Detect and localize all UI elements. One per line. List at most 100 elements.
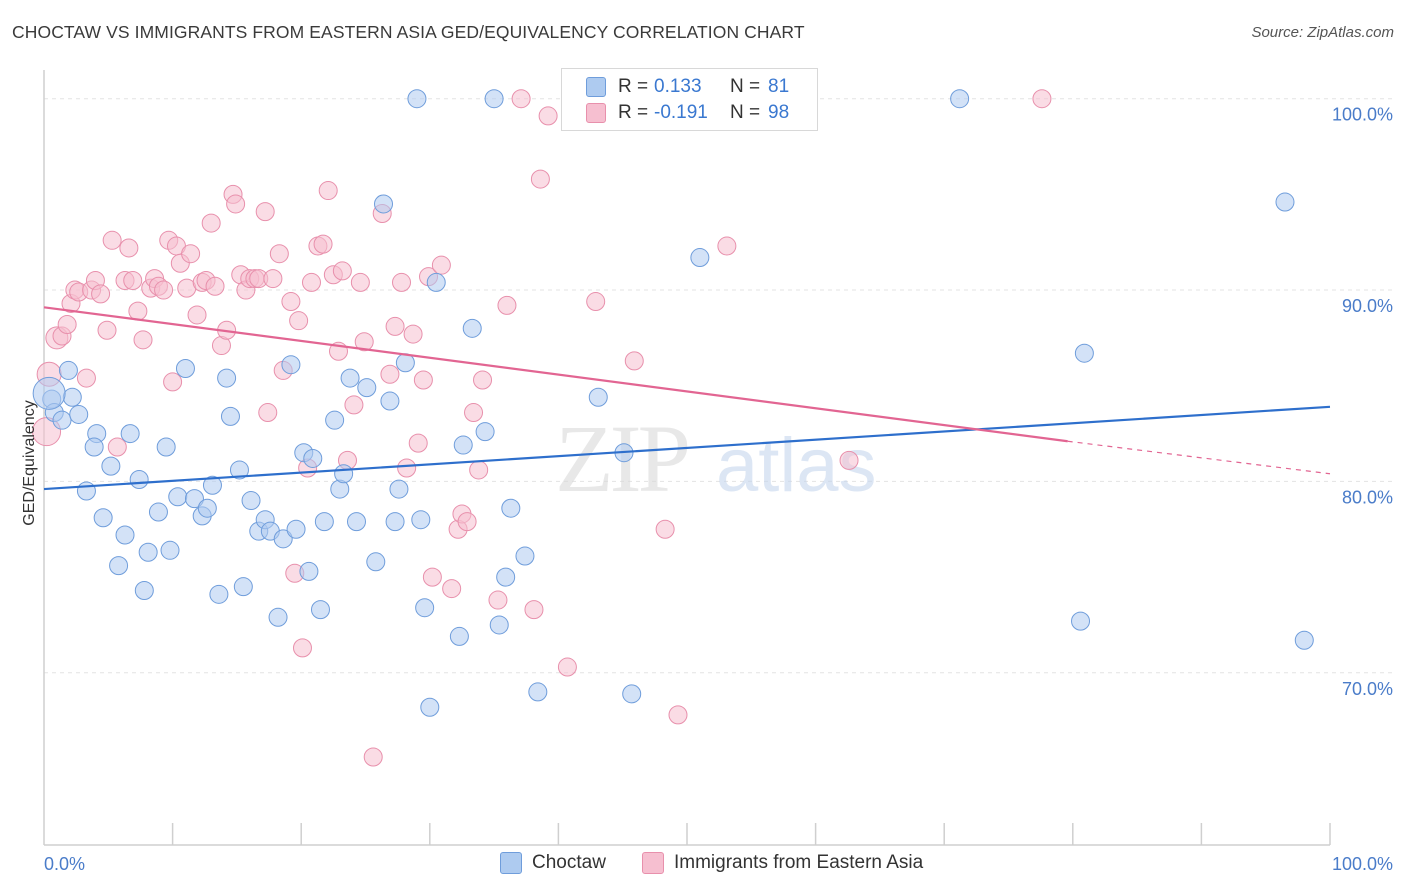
point-choctaw [415,598,435,618]
point-immigrants [187,305,207,325]
point-choctaw [407,89,427,109]
point-choctaw [148,502,168,522]
point-immigrants [530,169,550,189]
point-choctaw [366,552,386,572]
point-choctaw [1294,630,1314,650]
trend-line-choctaw [43,405,1331,491]
point-immigrants [76,368,96,388]
point-choctaw [268,607,288,627]
point-choctaw [528,682,548,702]
legend-n-value: 98 [768,102,790,123]
legend-swatch-immigrants [586,103,606,123]
point-choctaw [32,376,66,410]
point-immigrants [668,705,688,725]
point-choctaw [229,460,249,480]
point-immigrants [332,261,352,281]
point-choctaw [515,546,535,566]
legend-n-value: 81 [768,76,790,97]
point-choctaw [134,580,154,600]
point-immigrants [469,460,489,480]
point-choctaw [62,387,82,407]
point-immigrants [380,364,400,384]
point-immigrants [397,458,417,478]
point-immigrants [128,301,148,321]
point-immigrants [258,403,278,423]
bottom-legend-immigrants[interactable]: Immigrants from Eastern Asia [642,852,923,874]
point-immigrants [255,202,275,222]
y-tick-label: 90.0% [1342,296,1393,316]
point-immigrants [403,324,423,344]
point-choctaw [622,684,642,704]
point-immigrants [119,238,139,258]
bottom-legend-swatch-choctaw [500,852,522,874]
legend-r-value: -0.191 [654,102,708,123]
point-immigrants [350,272,370,292]
point-immigrants [301,272,321,292]
point-choctaw [58,360,78,380]
point-immigrants [524,600,544,620]
point-choctaw [334,464,354,484]
point-immigrants [163,372,183,392]
point-choctaw [475,422,495,442]
point-choctaw [1071,611,1091,631]
point-choctaw [184,489,204,509]
point-choctaw [489,615,509,635]
point-choctaw [449,626,469,646]
point-choctaw [1074,343,1094,363]
point-choctaw [129,470,149,490]
point-immigrants [154,280,174,300]
point-immigrants [292,638,312,658]
x-tick-label-max: 100.0% [1332,854,1393,874]
point-choctaw [380,391,400,411]
point-choctaw [202,475,222,495]
point-immigrants [839,450,859,470]
point-immigrants [354,332,374,352]
point-choctaw [209,584,229,604]
point-choctaw [233,577,253,597]
bottom-legend-label: Immigrants from Eastern Asia [674,852,924,873]
point-choctaw [84,437,104,457]
point-immigrants [133,330,153,350]
point-choctaw [453,435,473,455]
point-immigrants [1032,89,1052,109]
point-immigrants [624,351,644,371]
bottom-legend-choctaw[interactable]: Choctaw [500,852,606,874]
point-immigrants [717,236,737,256]
chart-source: Source: ZipAtlas.com [1251,24,1394,41]
point-choctaw [299,561,319,581]
point-choctaw [69,404,89,424]
point-choctaw [109,556,129,576]
point-immigrants [422,567,442,587]
point-immigrants [385,316,405,336]
point-immigrants [557,657,577,677]
point-immigrants [226,194,246,214]
chart-title: CHOCTAW VS IMMIGRANTS FROM EASTERN ASIA … [12,22,805,42]
point-choctaw [420,697,440,717]
y-tick-label: 100.0% [1332,105,1393,125]
point-immigrants [313,234,333,254]
point-choctaw [426,272,446,292]
point-immigrants [473,370,493,390]
point-immigrants [413,370,433,390]
point-choctaw [241,491,261,511]
point-immigrants [107,437,127,457]
point-immigrants [431,255,451,275]
point-choctaw [93,508,113,528]
point-choctaw [303,448,323,468]
trend-line-immigrants [43,306,1068,443]
stats-legend: R = 0.133 N = 81 R = -0.191 N = 98 [561,68,818,131]
bottom-legend-label: Choctaw [532,852,606,873]
point-immigrants [318,181,338,201]
point-choctaw [314,512,334,532]
point-choctaw [220,406,240,426]
legend-r-label: R = [618,76,649,97]
point-choctaw [385,512,405,532]
legend-swatch-choctaw [586,77,606,97]
point-choctaw [310,600,330,620]
legend-n-label: N = [730,102,761,123]
point-immigrants [97,320,117,340]
point-immigrants [392,272,412,292]
point-choctaw [160,540,180,560]
point-choctaw [462,318,482,338]
